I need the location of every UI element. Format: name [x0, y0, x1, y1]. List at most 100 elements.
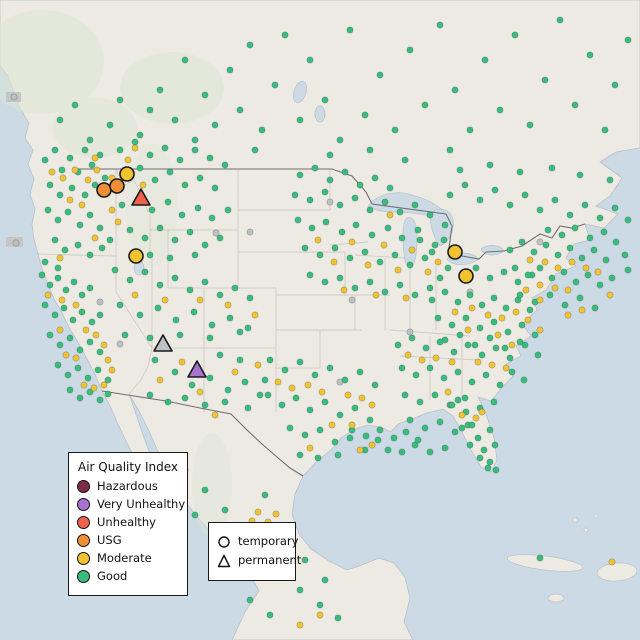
station-dot-moderate[interactable] [272, 510, 280, 518]
station-dot-moderate[interactable] [100, 381, 108, 389]
station-dot-moderate[interactable] [44, 291, 52, 299]
station-dot-good[interactable] [46, 331, 54, 339]
station-dot-moderate[interactable] [196, 296, 204, 304]
station-dot-good[interactable] [466, 126, 474, 134]
station-marker-triangle-very_unhealthy[interactable] [187, 360, 207, 378]
station-dot-good[interactable] [106, 121, 114, 129]
station-dot-good[interactable] [51, 236, 59, 244]
station-dot-good[interactable] [502, 304, 510, 312]
station-dot-good[interactable] [176, 331, 184, 339]
station-dot-good[interactable] [201, 401, 209, 409]
station-dot-good[interactable] [60, 304, 68, 312]
station-dot-good[interactable] [352, 221, 360, 229]
station-dot-good[interactable] [412, 371, 420, 379]
station-dot-good[interactable] [548, 274, 556, 282]
station-dot-moderate[interactable] [536, 281, 544, 289]
station-dot-moderate[interactable] [348, 421, 356, 429]
station-dot-good[interactable] [361, 111, 369, 119]
station-dot-good[interactable] [436, 338, 444, 346]
station-dot-good[interactable] [181, 181, 189, 189]
station-dot-moderate[interactable] [296, 621, 304, 629]
station-dot-moderate[interactable] [451, 308, 459, 316]
station-dot-good[interactable] [146, 334, 154, 342]
station-dot-good[interactable] [266, 611, 274, 619]
station-dot-good[interactable] [258, 126, 266, 134]
station-dot-good[interactable] [41, 156, 49, 164]
station-dot-good[interactable] [201, 241, 209, 249]
station-dot-moderate[interactable] [330, 258, 338, 266]
station-dot-good[interactable] [346, 434, 354, 442]
station-dot-good[interactable] [96, 311, 104, 319]
station-dot-inactive[interactable] [536, 238, 544, 246]
station-dot-good[interactable] [526, 121, 534, 129]
station-dot-good[interactable] [306, 271, 314, 279]
station-dot-good[interactable] [376, 258, 384, 266]
station-dot-good[interactable] [321, 576, 329, 584]
station-dot-good[interactable] [554, 251, 562, 259]
station-dot-good[interactable] [408, 334, 416, 342]
station-dot-moderate[interactable] [82, 326, 90, 334]
station-dot-good[interactable] [411, 291, 419, 299]
station-dot-good[interactable] [624, 36, 632, 44]
station-dot-good[interactable] [161, 144, 169, 152]
station-dot-good[interactable] [106, 236, 114, 244]
station-dot-good[interactable] [536, 554, 544, 562]
station-dot-good[interactable] [41, 258, 49, 266]
station-dot-good[interactable] [226, 314, 234, 322]
station-dot-moderate[interactable] [564, 311, 572, 319]
station-dot-good[interactable] [496, 381, 504, 389]
station-dot-good[interactable] [506, 201, 514, 209]
station-dot-good[interactable] [176, 156, 184, 164]
station-dot-good[interactable] [551, 196, 559, 204]
station-dot-good[interactable] [226, 66, 234, 74]
station-dot-good[interactable] [321, 398, 329, 406]
station-dot-inactive[interactable] [116, 340, 124, 348]
station-dot-good[interactable] [520, 376, 528, 384]
station-dot-good[interactable] [236, 356, 244, 364]
station-dot-good[interactable] [56, 191, 64, 199]
station-dot-good[interactable] [246, 294, 254, 302]
station-dot-good[interactable] [456, 166, 464, 174]
station-dot-good[interactable] [216, 234, 224, 242]
station-dot-good[interactable] [558, 231, 566, 239]
station-dot-good[interactable] [104, 390, 112, 398]
station-dot-good[interactable] [306, 196, 314, 204]
station-dot-good[interactable] [326, 176, 334, 184]
station-dot-moderate[interactable] [386, 211, 394, 219]
station-dot-good[interactable] [326, 151, 334, 159]
station-dot-good[interactable] [178, 211, 186, 219]
station-dot-good[interactable] [516, 338, 524, 346]
station-dot-good[interactable] [514, 278, 522, 286]
station-dot-good[interactable] [141, 234, 149, 242]
station-dot-good[interactable] [544, 226, 552, 234]
station-dot-good[interactable] [384, 224, 392, 232]
station-dot-good[interactable] [88, 161, 96, 169]
station-dot-good[interactable] [104, 376, 112, 384]
station-dot-good[interactable] [486, 426, 494, 434]
station-dot-good[interactable] [331, 438, 339, 446]
station-dot-good[interactable] [414, 436, 422, 444]
station-dot-moderate[interactable] [92, 331, 100, 339]
station-marker-circle-moderate[interactable] [458, 268, 474, 284]
station-dot-good[interactable] [111, 266, 119, 274]
station-dot-moderate[interactable] [56, 254, 64, 262]
station-dot-good[interactable] [86, 251, 94, 259]
station-dot-good[interactable] [394, 341, 402, 349]
station-dot-good[interactable] [492, 344, 500, 352]
station-dot-good[interactable] [191, 251, 199, 259]
station-dot-good[interactable] [411, 441, 419, 449]
station-dot-good[interactable] [76, 221, 84, 229]
station-dot-good[interactable] [278, 401, 286, 409]
station-dot-good[interactable] [96, 396, 104, 404]
station-dot-good[interactable] [56, 341, 64, 349]
station-dot-good[interactable] [86, 284, 94, 292]
station-dot-good[interactable] [96, 224, 104, 232]
station-dot-moderate[interactable] [114, 218, 122, 226]
station-dot-good[interactable] [416, 398, 424, 406]
station-dot-good[interactable] [156, 224, 164, 232]
station-dot-good[interactable] [86, 136, 94, 144]
station-dot-moderate[interactable] [108, 366, 116, 374]
station-dot-moderate[interactable] [512, 308, 520, 316]
station-dot-good[interactable] [396, 281, 404, 289]
station-dot-moderate[interactable] [314, 236, 322, 244]
